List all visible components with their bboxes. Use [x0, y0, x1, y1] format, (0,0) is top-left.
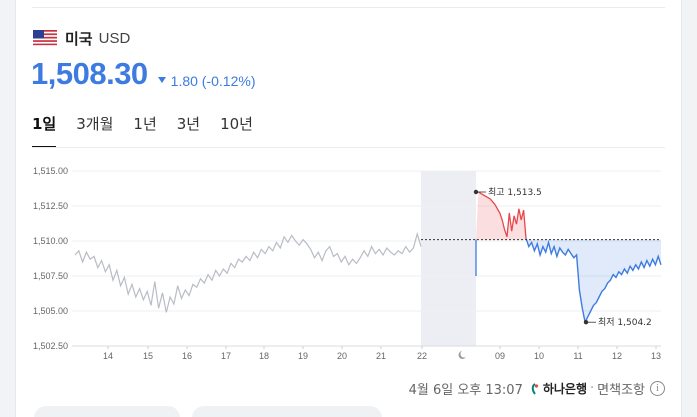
high-label: 최고 1,513.5: [488, 187, 542, 198]
moon-icon: [458, 351, 466, 359]
market-closed-band: [421, 171, 476, 346]
info-icon[interactable]: i: [650, 381, 665, 396]
tab-3-months[interactable]: 3개월: [76, 115, 114, 133]
up-line: [478, 191, 527, 239]
x-tick-label: 16: [182, 351, 192, 361]
x-tick-label: 19: [298, 351, 308, 361]
update-time: 4월 6일 오후 13:07: [408, 383, 523, 398]
up-area: [476, 192, 526, 240]
divider: [32, 7, 665, 8]
footer: 4월 6일 오후 13:07 하나은행 · 면책조항 i: [409, 379, 665, 398]
low-marker: [583, 320, 589, 325]
change-value: 1.80 (-0.12%): [170, 73, 256, 89]
x-tick-label: 17: [221, 351, 231, 361]
current-price: 1,508.30: [31, 56, 148, 91]
tabs-divider: [32, 147, 665, 148]
tab-3-years[interactable]: 3년: [176, 115, 201, 133]
disclaimer-link[interactable]: 면책조항: [597, 383, 645, 398]
y-tick-label: 1,515.00: [33, 166, 68, 176]
exchange-rate-card: 미국 USD 1,508.30 1.80 (-0.12%) 1일 3개월 1년 …: [15, 0, 682, 417]
bottom-chip[interactable]: [192, 406, 382, 417]
history-line: [74, 231, 422, 313]
period-tabs: 1일 3개월 1년 3년 10년: [32, 112, 273, 148]
currency-code: USD: [98, 29, 131, 47]
high-marker: [473, 189, 479, 195]
tab-10-years[interactable]: 10년: [220, 115, 253, 133]
down-area: [526, 238, 661, 323]
x-tick-label: 22: [417, 351, 427, 361]
exchange-rate-chart[interactable]: 1,515.00 1,512.50 1,510.00 1,507.50 1,505.00…: [16, 150, 683, 370]
separator: ·: [590, 381, 595, 396]
y-tick-label: 1,505.00: [33, 306, 68, 316]
x-tick-label: 21: [376, 351, 386, 361]
x-tick-label: 14: [103, 351, 113, 361]
down-line: [525, 237, 662, 325]
bank-logo: 하나은행: [529, 380, 587, 397]
hana-bank-icon: [531, 382, 538, 395]
x-tick-label: 20: [337, 351, 347, 361]
y-tick-label: 1,512.50: [33, 201, 68, 211]
triangle-down-icon: [157, 77, 166, 83]
tab-1-day[interactable]: 1일: [32, 112, 57, 148]
low-label: 최저 1,504.2: [598, 317, 652, 328]
y-tick-label: 1,510.00: [33, 236, 68, 246]
y-tick-label: 1,507.50: [33, 271, 68, 281]
x-tick-label: 11: [573, 351, 582, 361]
x-tick-label: 13: [651, 351, 661, 361]
tab-1-year[interactable]: 1년: [133, 115, 157, 133]
x-tick-label: 15: [143, 351, 153, 361]
quote: 1,508.30 1.80 (-0.12%): [31, 56, 256, 92]
x-tick-label: 18: [259, 351, 269, 361]
x-tick-label: 10: [534, 351, 544, 361]
bottom-chip[interactable]: [34, 406, 180, 417]
us-flag-icon: [33, 29, 57, 47]
x-tick-label: 09: [495, 351, 505, 361]
bank-name: 하나은행: [542, 382, 588, 396]
price-change: 1.80 (-0.12%): [157, 73, 256, 89]
y-tick-label: 1,502.50: [33, 341, 68, 351]
country-name: 미국: [65, 29, 93, 48]
currency-header: 미국 USD: [33, 27, 130, 49]
x-tick-label: 12: [612, 351, 622, 361]
